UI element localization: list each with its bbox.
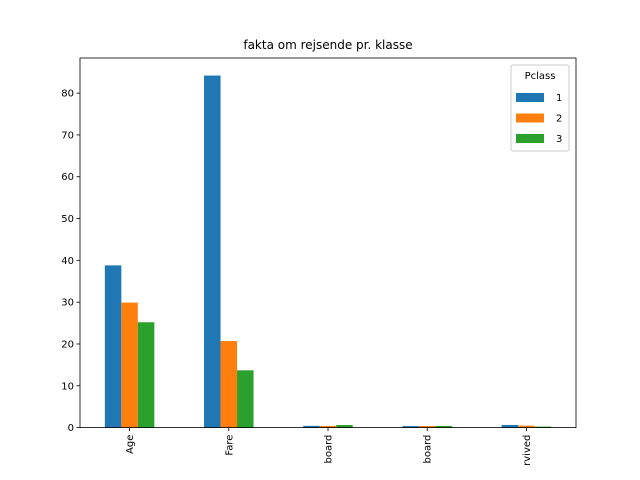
legend-swatch-1 [516,93,544,102]
x-axis: Age Fare board board rvived [125,427,533,466]
bar-age-class-3 [137,322,155,428]
y-tick-label: 40 [61,256,74,267]
bar-parents-children-aboard-class-1 [402,426,419,428]
bar-fare-class-2 [220,341,238,428]
y-tick-label: 0 [68,423,74,434]
legend-label-1: 1 [556,93,562,104]
bar-fare-class-1 [204,75,221,428]
legend-label-3: 3 [556,134,562,145]
bar-age-class-2 [121,302,138,428]
legend-swatch-2 [516,113,544,123]
bar-parents-children-aboard-class-2 [418,426,436,428]
plot-frame [79,57,577,429]
y-tick-label: 70 [61,130,74,141]
y-tick-label: 80 [61,89,74,100]
bar-parents-children-aboard-class-3 [435,425,452,428]
bar-age-class-1 [104,265,122,428]
bar-fare-class-3 [237,370,254,428]
bar-siblings-spouses-aboard-class-3 [336,425,353,428]
legend-title: Pclass [525,71,556,82]
bar-siblings-spouses-aboard-class-2 [319,425,337,428]
x-tick-label: board [324,435,335,464]
x-tick-label: Age [125,435,136,454]
bar-siblings-spouses-aboard-class-1 [303,425,320,428]
x-tick-label: rvived [522,435,533,466]
x-tick-label: Fare [224,435,235,456]
x-tick-label: board [423,435,434,464]
chart-title: fakta om rejsende pr. klasse [243,38,412,52]
y-tick-label: 10 [61,381,74,392]
y-tick-label: 30 [61,298,74,309]
legend-label-2: 2 [556,114,562,125]
bar-survived-class-3 [534,426,552,428]
y-tick-label: 50 [61,214,74,225]
y-tick-label: 20 [61,339,74,350]
bar-survived-class-1 [501,424,519,428]
y-tick-label: 60 [61,172,74,183]
y-axis: 0 10 20 30 40 50 60 70 80 [61,89,80,434]
legend: Pclass 1 2 3 [510,64,570,152]
legend-box [510,64,570,152]
bars-group [104,75,552,428]
legend-swatch-3 [516,134,544,143]
bar-survived-class-2 [518,425,535,428]
